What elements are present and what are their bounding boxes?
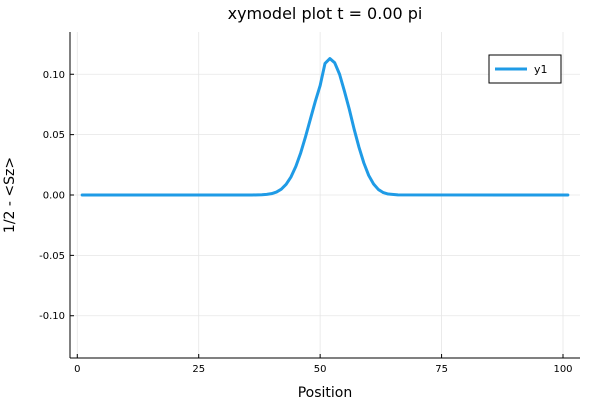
series-line-y1: [80, 57, 570, 197]
x-tick-label: 0: [74, 364, 80, 375]
x-tick-label: 75: [435, 364, 448, 375]
y-tick-label: 0.10: [43, 70, 65, 81]
y-axis-label: 1/2 - <Sz>: [2, 157, 18, 233]
legend-label: y1: [534, 63, 548, 76]
x-tick-label: 100: [553, 364, 572, 375]
y-tick-label: 0.05: [43, 130, 65, 141]
chart-title: xymodel plot t = 0.00 pi: [228, 4, 423, 23]
y-tick-label: 0.00: [43, 191, 65, 202]
y-tick-label: -0.10: [39, 311, 65, 322]
y-tick-label: -0.05: [39, 251, 65, 262]
x-axis-label: Position: [298, 385, 353, 400]
tick-labels: 0 25 50 75 100 -0.10 -0.05 0.00 0.05 0.10: [39, 70, 572, 375]
x-tick-label: 25: [192, 364, 205, 375]
legend: y1: [488, 54, 562, 84]
series-group: [80, 57, 570, 197]
x-tick-label: 50: [314, 364, 327, 375]
